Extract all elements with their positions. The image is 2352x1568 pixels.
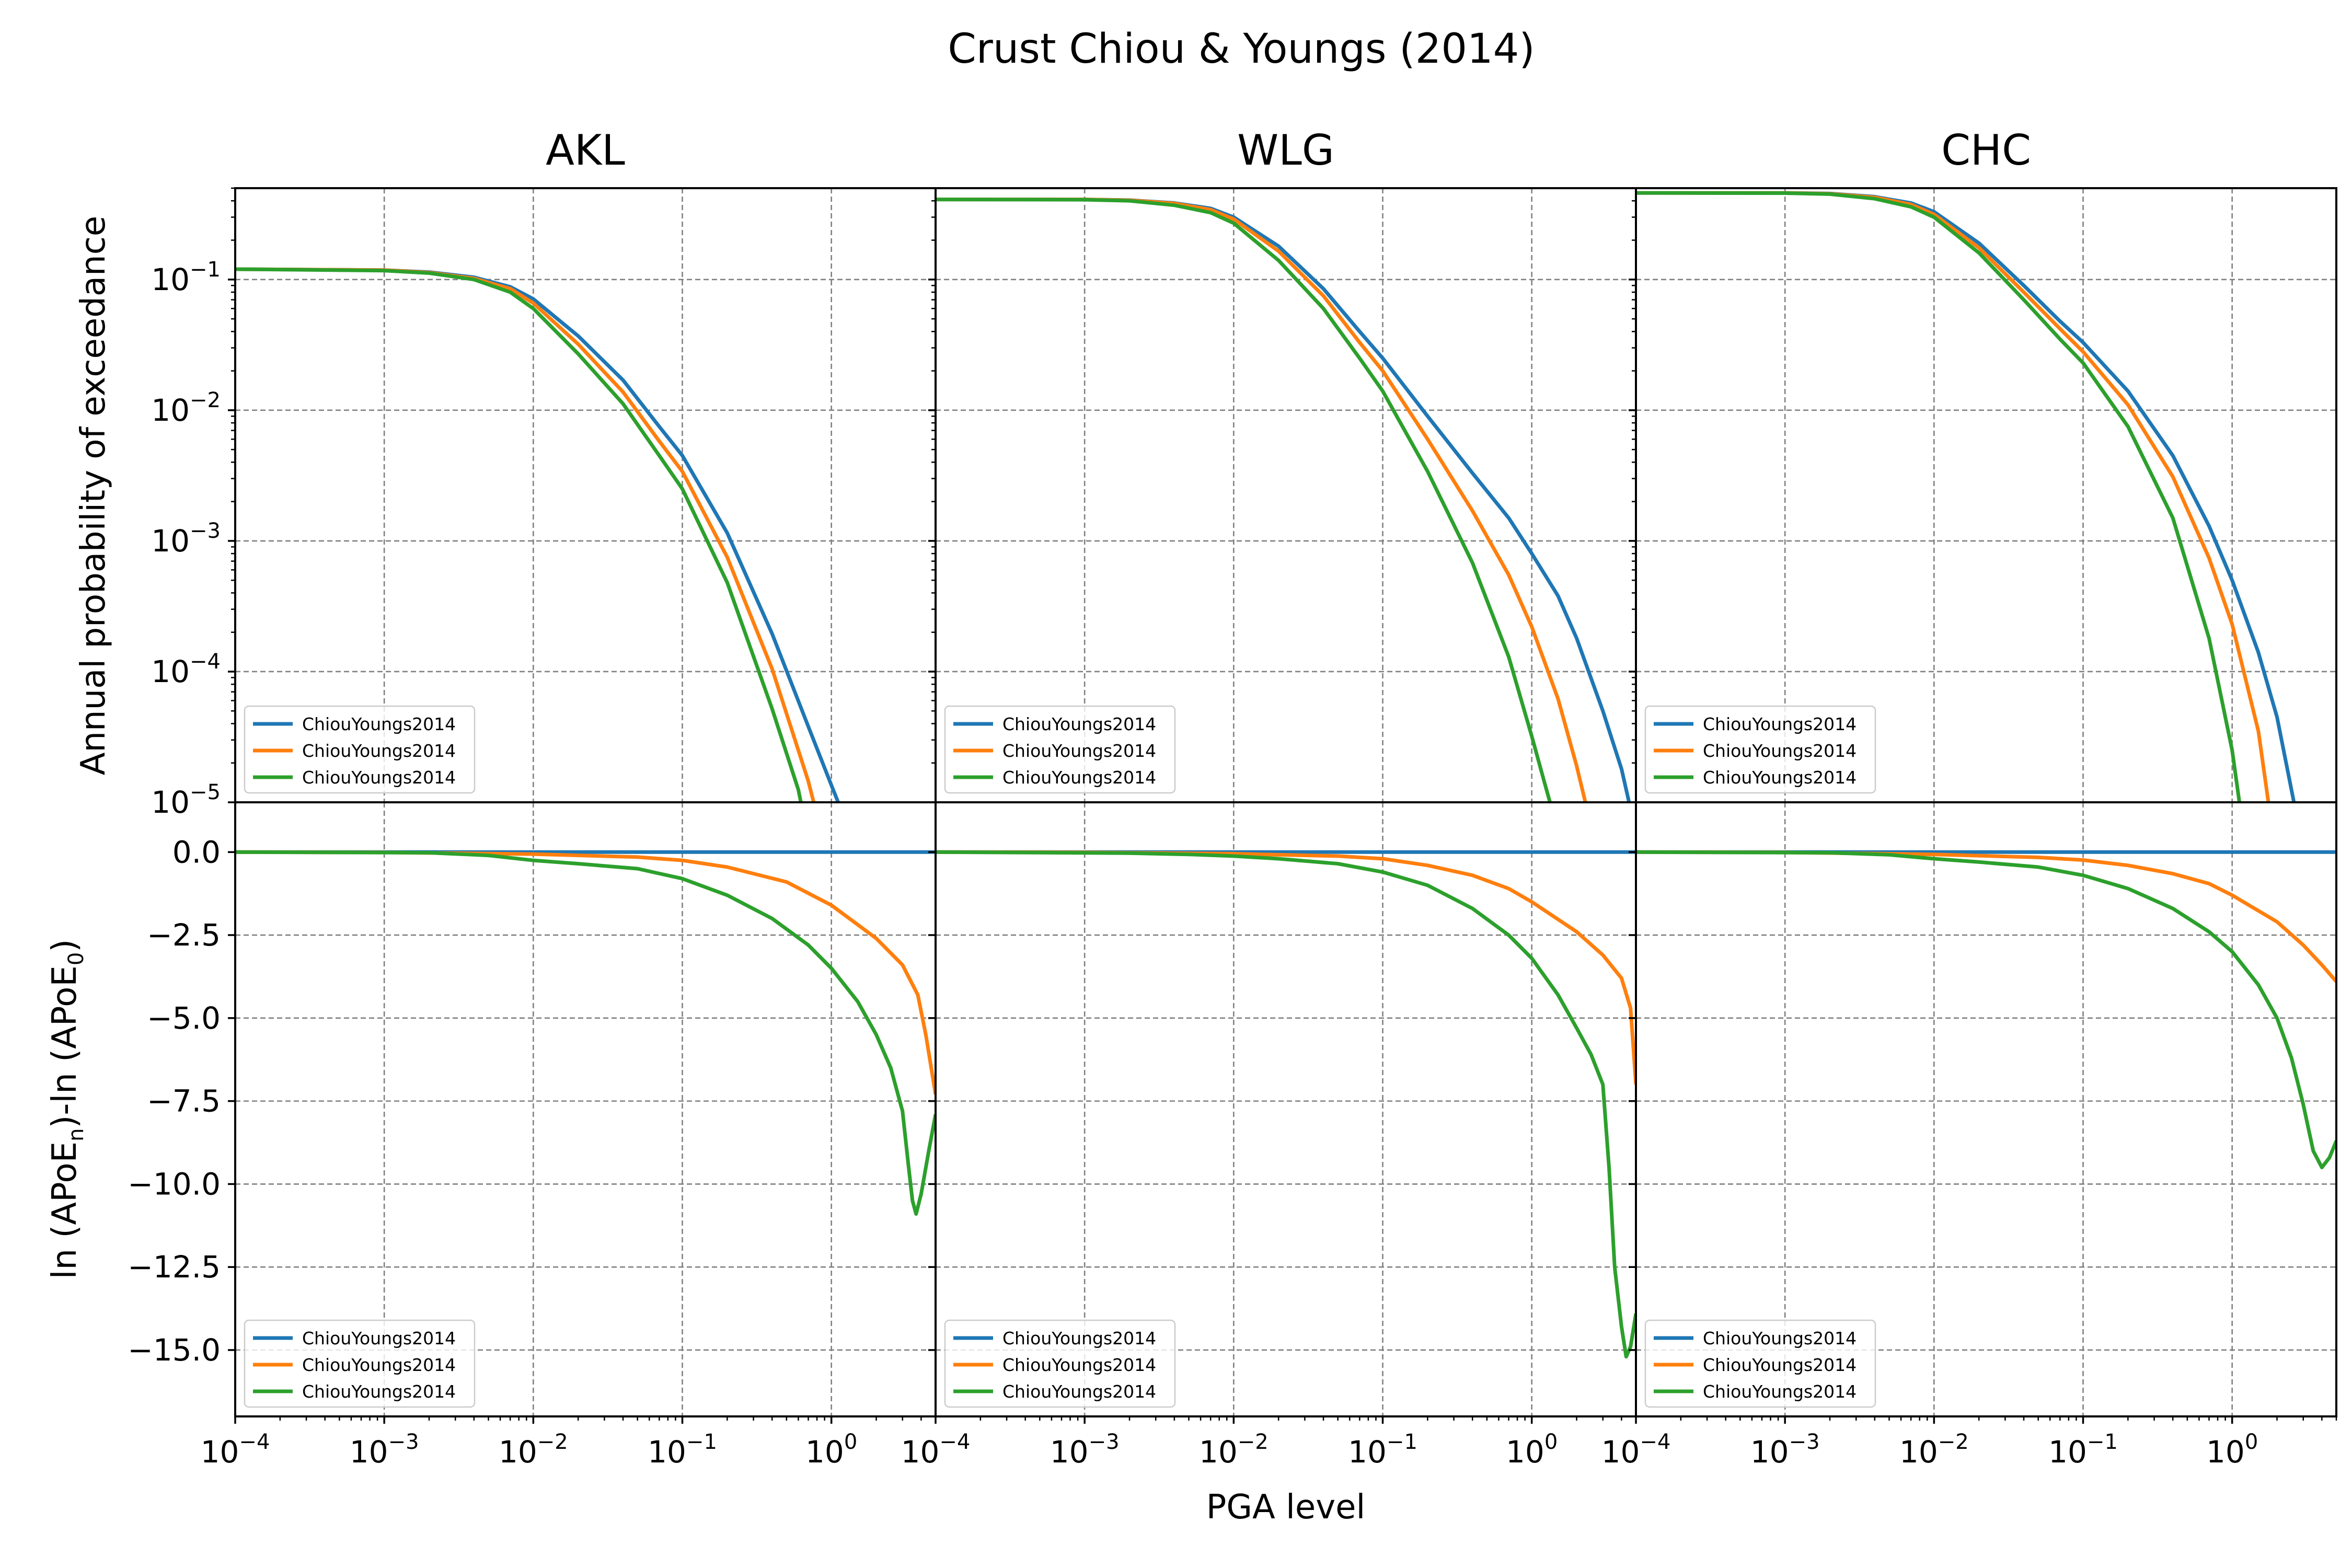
y-tick-label: 10−2	[151, 388, 221, 428]
y-axis-label-bottom: ln (APoEn)-ln (APoE0)	[45, 939, 88, 1279]
x-tick-label: 10−2	[499, 1430, 568, 1470]
panel-title: WLG	[1237, 126, 1334, 175]
x-tick-label: 10−2	[1899, 1430, 1969, 1470]
y-tick-label: 0.0	[172, 834, 221, 870]
series-line-1	[235, 850, 936, 1095]
legend-bottom: ChiouYoungs2014 ChiouYoungs2014 ChiouYoung…	[244, 1319, 476, 1408]
apoe-curves	[1636, 191, 2296, 802]
x-tick-label: 100	[805, 1430, 857, 1470]
legend-box	[244, 705, 476, 794]
ratio-curves	[936, 850, 1636, 1359]
series-line-2	[1636, 191, 2242, 802]
ratio-curves	[235, 850, 936, 1216]
x-tick-label: 10−3	[350, 1430, 419, 1470]
legend-top: ChiouYoungs2014 ChiouYoungs2014 ChiouYoung…	[1644, 705, 1876, 794]
legend-entry: ChiouYoungs2014	[302, 767, 456, 788]
legend-entry: ChiouYoungs2014	[1002, 1328, 1156, 1348]
legend-box	[944, 1319, 1176, 1408]
apoe-curves	[936, 198, 1631, 802]
legend-entry: ChiouYoungs2014	[1703, 767, 1857, 788]
legend-top: ChiouYoungs2014 ChiouYoungs2014 ChiouYoung…	[944, 705, 1176, 794]
legend-entry: ChiouYoungs2014	[1703, 1328, 1857, 1348]
panel-title: AKL	[546, 126, 625, 175]
x-tick-label: 10−1	[1348, 1430, 1417, 1470]
x-tick-label: 100	[2206, 1430, 2258, 1470]
y-tick-label: 10−1	[151, 258, 221, 297]
x-tick-label: 10−1	[2048, 1430, 2118, 1470]
legend-top: ChiouYoungs2014 ChiouYoungs2014 ChiouYoung…	[244, 705, 476, 794]
legend-entry: ChiouYoungs2014	[1002, 714, 1156, 734]
legend-bottom: ChiouYoungs2014 ChiouYoungs2014 ChiouYoung…	[1644, 1319, 1876, 1408]
legend-entry: ChiouYoungs2014	[302, 714, 456, 734]
y-tick-label: 10−4	[151, 650, 221, 689]
y-tick-label: −15.0	[128, 1332, 221, 1368]
series-line-2	[1636, 850, 2336, 1170]
series-line-2	[235, 267, 803, 802]
y-tick-label: 10−5	[151, 780, 221, 820]
series-line-1	[936, 850, 1636, 1085]
x-tick-label: 10−4	[1601, 1430, 1671, 1470]
y-tick-label: −5.0	[147, 1000, 221, 1036]
legend-box	[944, 705, 1176, 794]
legend-entry: ChiouYoungs2014	[1002, 1355, 1156, 1375]
series-line-1	[1636, 850, 2336, 983]
axes-frame-bottom	[1635, 801, 2337, 1417]
y-tick-label: −7.5	[147, 1083, 221, 1119]
y-axis-label-top: Annual probability of exceedance	[74, 216, 113, 776]
y-tick-label: −10.0	[128, 1166, 221, 1202]
x-tick-label: 10−1	[648, 1430, 717, 1470]
legend-entry: ChiouYoungs2014	[1002, 1381, 1156, 1402]
series-line-2	[235, 850, 936, 1216]
series-line-2	[936, 198, 1552, 802]
x-tick-label: 100	[1506, 1430, 1558, 1470]
x-tick-label: 10−4	[901, 1430, 971, 1470]
legend-entry: ChiouYoungs2014	[302, 1381, 456, 1402]
apoe-curves	[235, 267, 840, 802]
legend-entry: ChiouYoungs2014	[302, 1328, 456, 1348]
legend-entry: ChiouYoungs2014	[1002, 741, 1156, 761]
legend-entry: ChiouYoungs2014	[1002, 767, 1156, 788]
legend-entry: ChiouYoungs2014	[1703, 741, 1857, 761]
legend-entry: ChiouYoungs2014	[302, 1355, 456, 1375]
x-tick-label: 10−4	[201, 1430, 270, 1470]
panel-title: CHC	[1941, 126, 2031, 175]
y-tick-label: 10−3	[151, 519, 221, 559]
x-tick-label: 10−3	[1050, 1430, 1120, 1470]
legend-box	[244, 1319, 476, 1408]
legend-entry: ChiouYoungs2014	[1703, 1355, 1857, 1375]
series-line-2	[936, 850, 1636, 1359]
legend-entry: ChiouYoungs2014	[302, 741, 456, 761]
figure-title: Crust Chiou & Youngs (2014)	[948, 26, 1535, 73]
legend-box	[1644, 705, 1876, 794]
y-tick-label: −12.5	[128, 1249, 221, 1285]
x-tick-label: 10−2	[1199, 1430, 1269, 1470]
legend-entry: ChiouYoungs2014	[1703, 714, 1857, 734]
legend-bottom: ChiouYoungs2014 ChiouYoungs2014 ChiouYoung…	[944, 1319, 1176, 1408]
legend-box	[1644, 1319, 1876, 1408]
ratio-curves	[1636, 850, 2336, 1170]
x-axis-label: PGA level	[1206, 1488, 1366, 1527]
y-tick-label: −2.5	[147, 917, 221, 953]
legend-entry: ChiouYoungs2014	[1703, 1381, 1857, 1402]
x-tick-label: 10−3	[1750, 1430, 1820, 1470]
